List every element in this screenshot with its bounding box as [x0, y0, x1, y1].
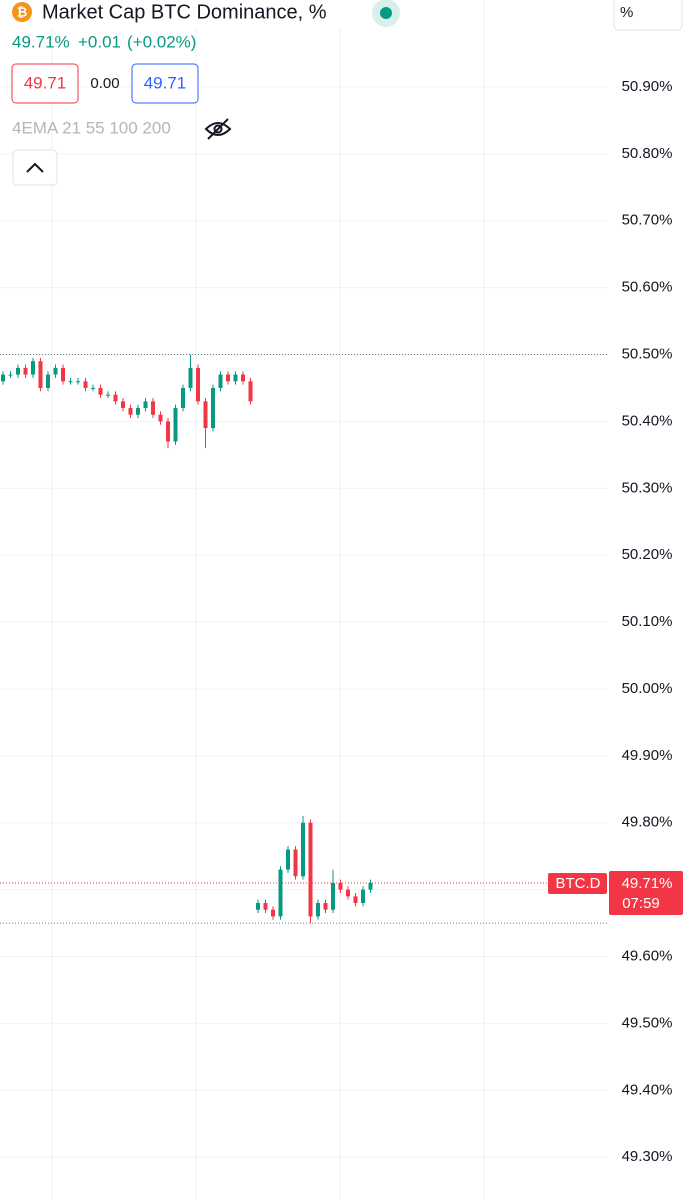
candle-body: [338, 882, 343, 890]
price-axis: 50.90% 50.80% 50.70% 50.60% 50.50% 50.40% 50.3…: [548, 78, 683, 1165]
candle-body: [166, 421, 170, 442]
y-tick-label: 50.00%: [622, 680, 673, 697]
symbol-label-bg: [548, 872, 607, 894]
candle-body: [53, 367, 58, 375]
y-tick-label: 50.40%: [622, 412, 673, 429]
coin-glyph: ₿: [17, 4, 28, 19]
countdown: 07:59: [622, 895, 660, 912]
indicator[interactable]: 4EMA 21 55 100 200: [12, 118, 171, 137]
candle-body: [316, 903, 320, 917]
candle-body: [106, 394, 110, 396]
last-price-label-bg: [609, 870, 683, 915]
y-tick-label: 50.20%: [622, 546, 673, 563]
candle-body: [76, 381, 80, 383]
candle-body: [38, 361, 43, 388]
y-tick-label: 50.50%: [622, 345, 673, 362]
y-tick-label: 49.80%: [622, 814, 673, 831]
candle-body: [346, 889, 350, 897]
candle-body: [256, 903, 260, 910]
last-price-label: 49.71%: [622, 875, 673, 892]
candle-body: [271, 909, 275, 917]
candle-body: [263, 903, 268, 910]
header: ₿ Market Cap BTC Dominance, % % 49.71% +…: [0, 0, 683, 186]
market-status-dot: [380, 7, 392, 19]
y-tick-label: 50.60%: [622, 279, 673, 296]
candle-body: [121, 401, 125, 409]
candle-body: [68, 381, 73, 383]
candle-body: [16, 367, 20, 375]
candle-body: [98, 387, 103, 395]
candle-body: [226, 374, 230, 382]
y-tick-label: 49.50%: [622, 1014, 673, 1031]
candle-body: [151, 401, 155, 415]
candle-body: [8, 374, 13, 376]
y-tick-label: 50.70%: [622, 212, 673, 229]
candle-body: [233, 374, 238, 382]
hide-icon[interactable]: [204, 118, 232, 140]
candle-body: [83, 381, 88, 388]
candles: [1, 354, 373, 924]
change-percent: (+0.02%): [127, 32, 196, 51]
y-tick-label: 50.30%: [622, 479, 673, 496]
y-tick-label: 49.60%: [622, 947, 673, 964]
candle-body: [196, 367, 200, 402]
candle-body: [31, 361, 35, 375]
scale-mode: %: [620, 4, 633, 21]
change: +0.01: [78, 32, 121, 51]
pupil: [213, 124, 223, 134]
sell-button[interactable]: [11, 63, 79, 104]
coin-icon: [12, 2, 32, 22]
candle-body: [211, 387, 215, 429]
candle-body: [61, 367, 65, 382]
candle-body: [23, 367, 28, 375]
bid: 49.71: [24, 73, 67, 92]
y-tick-label: 50.90%: [622, 78, 673, 95]
time-grid: [51, 0, 485, 1200]
candle-body: [241, 374, 245, 382]
buy-button[interactable]: [131, 63, 199, 104]
candle-body: [181, 387, 185, 409]
symbol-label: BTC.D: [556, 875, 601, 892]
candle-body: [323, 903, 328, 910]
last-value: 49.71%: [12, 32, 70, 51]
candle-body: [278, 869, 283, 917]
candle-body: [308, 822, 313, 917]
candle-body: [293, 849, 298, 877]
y-tick-label: 49.30%: [622, 1148, 673, 1165]
candle-body: [218, 374, 223, 388]
chart-title[interactable]: Market Cap BTC Dominance, %: [42, 1, 327, 23]
y-tick-label: 49.90%: [622, 747, 673, 764]
ask: 49.71: [144, 73, 187, 92]
candle-body: [113, 394, 118, 402]
candle-body: [368, 882, 373, 890]
candle-body: [1, 374, 5, 382]
candle-body: [46, 374, 50, 388]
grid: [0, 86, 608, 1158]
candle-body: [188, 367, 193, 388]
y-tick-label: 50.10%: [622, 613, 673, 630]
candle-body: [203, 401, 208, 429]
candle-body: [158, 414, 163, 422]
slash: [207, 118, 229, 140]
candle-body: [301, 822, 305, 877]
candle-body: [248, 381, 253, 402]
candle-body: [91, 387, 95, 389]
candle-body: [136, 408, 140, 415]
y-tick-label: 50.80%: [622, 145, 673, 162]
collapse-button[interactable]: [12, 149, 58, 186]
caret: [26, 162, 44, 173]
scale-button[interactable]: [613, 0, 683, 31]
candle-body: [286, 849, 290, 870]
candle-body: [331, 882, 335, 910]
candle-body: [361, 889, 365, 904]
spread: 0.00: [90, 75, 119, 92]
y-tick-label: 49.40%: [622, 1081, 673, 1098]
candle-body: [353, 896, 358, 904]
header-bg: [0, 0, 405, 28]
candle-body: [143, 401, 148, 409]
candle-body: [128, 408, 133, 415]
candle-body: [173, 408, 178, 442]
